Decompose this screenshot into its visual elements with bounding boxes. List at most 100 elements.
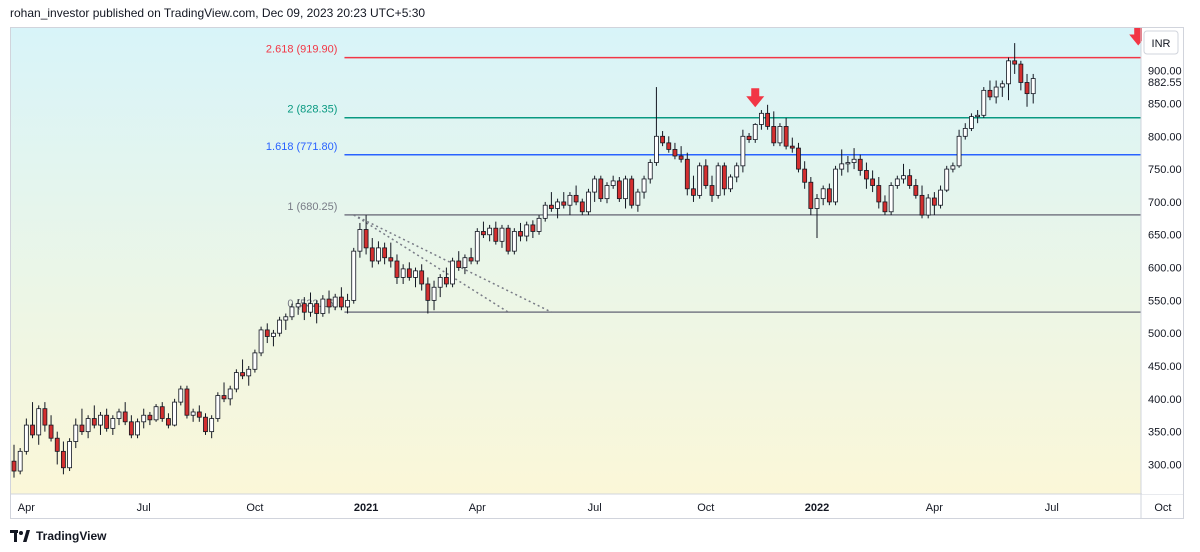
fib-level-label-2: 1.618 (771.80) bbox=[266, 141, 338, 153]
candle-body-down bbox=[79, 424, 85, 433]
candle-body-up bbox=[604, 185, 610, 200]
candle-body-up bbox=[178, 388, 184, 403]
candle-body-up bbox=[938, 189, 943, 206]
fib-level-label-1: 2 (828.35) bbox=[287, 104, 337, 116]
candle bbox=[283, 313, 289, 330]
candle bbox=[11, 444, 17, 478]
candle-body-down bbox=[196, 411, 202, 418]
candle-body-down bbox=[419, 270, 425, 285]
candle bbox=[301, 297, 307, 321]
candle bbox=[919, 185, 925, 219]
candle-body-up bbox=[289, 306, 295, 318]
time-tick-label: Oct bbox=[246, 502, 263, 514]
currency-button[interactable] bbox=[1143, 30, 1179, 55]
candle bbox=[561, 192, 567, 209]
candle bbox=[425, 277, 431, 314]
candle-body-down bbox=[919, 194, 925, 216]
candle-body-down bbox=[629, 178, 635, 206]
candle-body-down bbox=[104, 414, 110, 429]
price-tick-label: 850.00 bbox=[1148, 98, 1182, 110]
candle-body-down bbox=[54, 437, 60, 452]
candle bbox=[79, 408, 85, 435]
candle-body-up bbox=[820, 188, 826, 200]
price-axis[interactable]: 300.00 350.00 400.00 450.00 500.00 550.00 600.… bbox=[1142, 28, 1184, 494]
candle-body-down bbox=[672, 149, 678, 157]
candle-body-up bbox=[320, 298, 326, 314]
candle-body-down bbox=[11, 460, 17, 472]
candle-body-up bbox=[592, 178, 598, 193]
candle-body-up bbox=[610, 180, 616, 186]
candle-body-down bbox=[42, 408, 48, 426]
candle-body-up bbox=[901, 175, 906, 180]
candle bbox=[956, 129, 962, 168]
candle bbox=[277, 316, 283, 337]
candle bbox=[227, 385, 233, 406]
candle bbox=[264, 323, 270, 344]
time-axis[interactable]: Apr Jul Oct 2021 Apr Jul Oct 2022 Apr Jul Oct bbox=[18, 502, 1172, 514]
chart-frame[interactable]: 2.618 (919.90) 2 (828.35) 1.618 (771.80) 1 … bbox=[10, 27, 1184, 519]
candle bbox=[394, 254, 400, 284]
candle-body-up bbox=[246, 368, 252, 377]
price-tick-label: 900.00 bbox=[1148, 66, 1182, 78]
time-tick-label: Jul bbox=[1045, 502, 1059, 514]
candle-body-up bbox=[258, 329, 264, 354]
candle bbox=[184, 385, 190, 419]
fib-level-label-3: 1 (680.25) bbox=[287, 201, 337, 213]
candle-body-up bbox=[740, 135, 746, 167]
price-tick-label: 800.00 bbox=[1148, 131, 1182, 143]
candle bbox=[654, 87, 659, 166]
time-tick-label: Jul bbox=[588, 502, 602, 514]
candle-body-up bbox=[641, 178, 647, 193]
candle bbox=[172, 398, 178, 427]
candle bbox=[233, 369, 239, 393]
candle-body-up bbox=[752, 124, 758, 140]
candle bbox=[388, 242, 394, 268]
candle bbox=[573, 185, 579, 206]
candle-body-down bbox=[931, 197, 937, 206]
candle-body-down bbox=[128, 421, 134, 436]
candles bbox=[11, 43, 1036, 478]
candle-body-down bbox=[771, 126, 777, 144]
candle bbox=[221, 382, 227, 403]
candle bbox=[271, 329, 276, 347]
candle bbox=[456, 251, 462, 271]
candle bbox=[851, 148, 857, 170]
candle bbox=[703, 159, 709, 189]
candle bbox=[246, 366, 252, 386]
candle-body-up bbox=[499, 227, 505, 242]
candle bbox=[332, 293, 338, 311]
candle bbox=[845, 155, 851, 173]
candle bbox=[530, 220, 536, 239]
candle bbox=[993, 80, 999, 104]
candle-body-up bbox=[833, 168, 838, 203]
candle-body-up bbox=[73, 424, 79, 442]
price-tick-label: 700.00 bbox=[1148, 197, 1182, 209]
candle-body-down bbox=[882, 201, 888, 213]
candle bbox=[826, 183, 832, 206]
candle bbox=[728, 174, 733, 193]
candle bbox=[36, 405, 42, 445]
candle bbox=[610, 175, 616, 189]
candle bbox=[196, 405, 202, 422]
candle-body-down bbox=[518, 231, 523, 237]
down-arrow-icon-1 bbox=[1129, 28, 1148, 46]
candle bbox=[481, 221, 486, 239]
candle bbox=[400, 264, 406, 284]
candle-body-down bbox=[147, 414, 153, 421]
candle bbox=[437, 274, 443, 298]
candle-body-up bbox=[511, 231, 517, 252]
candle-body-up bbox=[462, 257, 468, 268]
candle-body-down bbox=[783, 126, 789, 147]
candle-body-up bbox=[215, 395, 221, 419]
candlestick-chart[interactable]: 2.618 (919.90) 2 (828.35) 1.618 (771.80) 1 … bbox=[11, 28, 1184, 519]
candle-body-up bbox=[487, 227, 493, 236]
candle-body-up bbox=[85, 418, 91, 433]
candle-body-down bbox=[122, 411, 128, 423]
footer-branding[interactable]: TradingView bbox=[10, 527, 106, 545]
candle bbox=[616, 176, 622, 202]
candle-body-down bbox=[907, 175, 913, 186]
candle bbox=[721, 162, 727, 196]
candle-body-up bbox=[728, 176, 733, 190]
candle bbox=[672, 142, 678, 160]
candle bbox=[493, 221, 499, 245]
